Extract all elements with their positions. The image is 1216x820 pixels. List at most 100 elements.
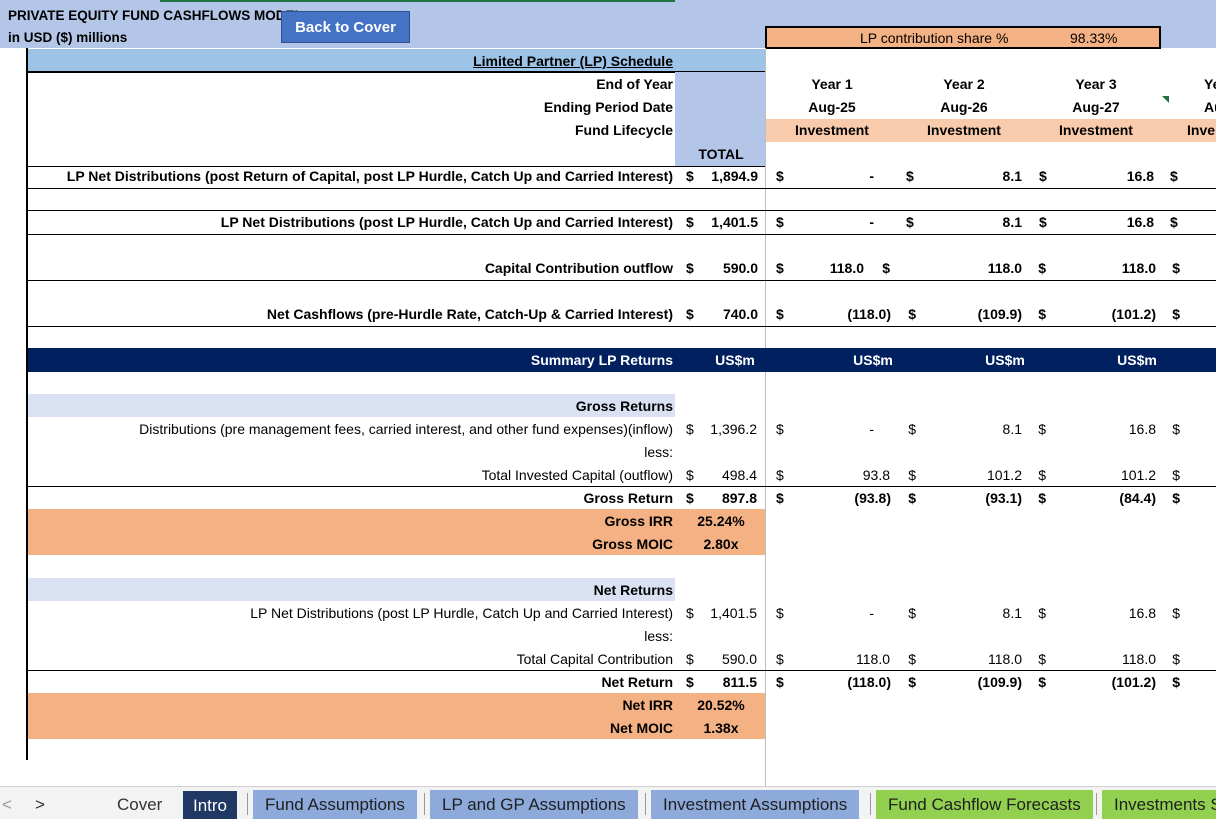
- capital-contribution-label: Capital Contribution outflow: [484, 260, 673, 276]
- tab-scroll-next-button[interactable]: >: [35, 795, 45, 814]
- gross-less-label: less:: [644, 444, 673, 460]
- gross-returns-band: [28, 394, 675, 417]
- summary-title: Summary LP Returns: [530, 352, 673, 368]
- year-2-date: Aug-26: [940, 99, 988, 115]
- tab-scroll-prev-button[interactable]: <: [2, 795, 12, 814]
- r2-y2: $8.1: [906, 214, 1022, 230]
- net-returns-band: [28, 578, 675, 601]
- tab-investment-assumptions[interactable]: Investment Assumptions: [651, 790, 860, 819]
- header-bottom-border: [28, 166, 765, 167]
- tab-separator: [424, 793, 425, 815]
- net-dist-total: $1,401.5: [686, 605, 757, 621]
- net-return-y1: $ (118.0) $: [776, 674, 916, 690]
- net-moic-label: Net MOIC: [610, 720, 673, 736]
- summary-header-bar: [28, 348, 1216, 372]
- r4-border-top: [28, 326, 1216, 327]
- schedule-title-band: [28, 49, 765, 71]
- r2-y1: $ -: [776, 214, 874, 230]
- header-green-line: [160, 0, 675, 2]
- net-capital-y3: 118.0 $: [1122, 651, 1180, 667]
- gross-return-label: Gross Return: [583, 490, 673, 506]
- tab-separator: [645, 793, 646, 815]
- net-return-y2: (109.9) $: [977, 674, 1046, 690]
- net-less-label: less:: [644, 628, 673, 644]
- net-cashflows-label: Net Cashflows (pre-Hurdle Rate, Catch-Up…: [266, 306, 673, 322]
- summary-unit: US$m: [715, 352, 755, 368]
- net-capital-total: $590.0: [686, 651, 757, 667]
- net-return-border: [28, 670, 1216, 671]
- net-dist-y1: $ - $: [776, 605, 916, 621]
- schedule-title: Limited Partner (LP) Schedule: [473, 53, 673, 69]
- gross-invested-y2: 101.2 $: [986, 467, 1046, 483]
- r1-border: [28, 188, 1216, 189]
- year-3-label: Year 3: [1075, 76, 1117, 92]
- net-capital-label: Total Capital Contribution: [516, 651, 673, 667]
- year-1-label: Year 1: [811, 76, 853, 92]
- tab-lp-gp-assumptions[interactable]: LP and GP Assumptions: [430, 790, 638, 819]
- gross-dist-y3: 16.8 $: [1128, 421, 1180, 437]
- r3-y3: 118.0 $: [1121, 260, 1180, 276]
- gross-return-total: $897.8: [686, 490, 757, 506]
- tab-separator: [1096, 793, 1097, 815]
- tab-fund-cashflow-forecasts[interactable]: Fund Cashflow Forecasts: [876, 790, 1093, 819]
- gross-dist-y1: $ - $: [776, 421, 916, 437]
- tab-cover[interactable]: Cover: [117, 795, 163, 814]
- comment-indicator-icon: [1162, 96, 1169, 103]
- net-moic-value: 1.38x: [703, 720, 739, 736]
- gross-returns-title: Gross Returns: [575, 398, 673, 414]
- gross-return-border: [28, 486, 1216, 487]
- tab-investments[interactable]: Investments S: [1102, 790, 1216, 819]
- row-label-fund-lifecycle: Fund Lifecycle: [574, 122, 673, 138]
- capital-contribution-value: $590.0: [686, 260, 758, 276]
- summary-year-2-unit: US$m: [985, 352, 1025, 368]
- gross-dist-label: Distributions (pre management fees, carr…: [139, 421, 673, 437]
- r4-y3: (101.2) $: [1111, 306, 1180, 322]
- back-to-cover-button[interactable]: Back to Cover: [281, 11, 410, 43]
- net-irr-label: Net IRR: [622, 697, 673, 713]
- gross-return-y2: (93.1) $: [985, 490, 1046, 506]
- gross-invested-y1: $93.8 $: [776, 467, 916, 483]
- gross-return-y3: (84.4) $: [1119, 490, 1180, 506]
- year-3-date: Aug-27: [1072, 99, 1120, 115]
- net-dist-y3: 16.8 $: [1128, 605, 1180, 621]
- net-irr-band: [28, 693, 765, 739]
- lp-share-box: [765, 26, 1161, 49]
- page-title: PRIVATE EQUITY FUND CASHFLOWS MODEL: [8, 8, 303, 23]
- lp-net-dist-total-value: $1,894.9: [686, 168, 758, 184]
- year-3-phase: Investment: [1059, 122, 1133, 138]
- r1b-border: [28, 210, 1216, 211]
- gross-dist-y2: 8.1 $: [1002, 421, 1046, 437]
- header-band-gap: [675, 0, 765, 48]
- lp-net-dist-label: LP Net Distributions (post LP Hurdle, Ca…: [220, 214, 673, 230]
- net-dist-y2: 8.1 $: [1002, 605, 1046, 621]
- year-2-phase: Investment: [927, 122, 1001, 138]
- net-cashflows-value: $740.0: [686, 306, 758, 322]
- r1-y4: $: [1170, 168, 1178, 184]
- row-label-end-of-year: End of Year: [596, 76, 673, 92]
- lifecycle-band: [766, 119, 1216, 142]
- total-column-band: [675, 72, 765, 167]
- year-1-date: Aug-25: [808, 99, 856, 115]
- summary-year-3-unit: US$m: [1117, 352, 1157, 368]
- tab-fund-assumptions[interactable]: Fund Assumptions: [253, 790, 417, 819]
- lp-share-label: LP contribution share %: [860, 30, 1009, 46]
- r2-y4: $: [1170, 214, 1178, 230]
- gross-moic-value: 2.80x: [703, 536, 739, 552]
- lp-net-dist-total-label: LP Net Distributions (post Return of Cap…: [66, 168, 673, 184]
- tab-separator: [247, 793, 248, 815]
- r3-y1: $118.0 $: [776, 260, 890, 276]
- r4-y1: $ (118.0) $: [776, 306, 916, 322]
- r1-y3: $16.8: [1039, 168, 1154, 184]
- r1-y2: $8.1: [906, 168, 1022, 184]
- tab-separator: [870, 793, 871, 815]
- net-dist-label: LP Net Distributions (post LP Hurdle, Ca…: [250, 605, 673, 621]
- net-returns-title: Net Returns: [593, 582, 673, 598]
- year-4-date: Au: [1204, 99, 1216, 115]
- tab-intro[interactable]: Intro: [183, 791, 238, 819]
- r1-y1: $ -: [776, 168, 874, 184]
- page-subtitle: in USD ($) millions: [8, 30, 128, 45]
- net-return-y3: (101.2) $: [1111, 674, 1180, 690]
- gross-return-y1: $ (93.8) $: [776, 490, 916, 506]
- lp-net-dist-value: $1,401.5: [686, 214, 758, 230]
- r2-border: [28, 234, 1216, 235]
